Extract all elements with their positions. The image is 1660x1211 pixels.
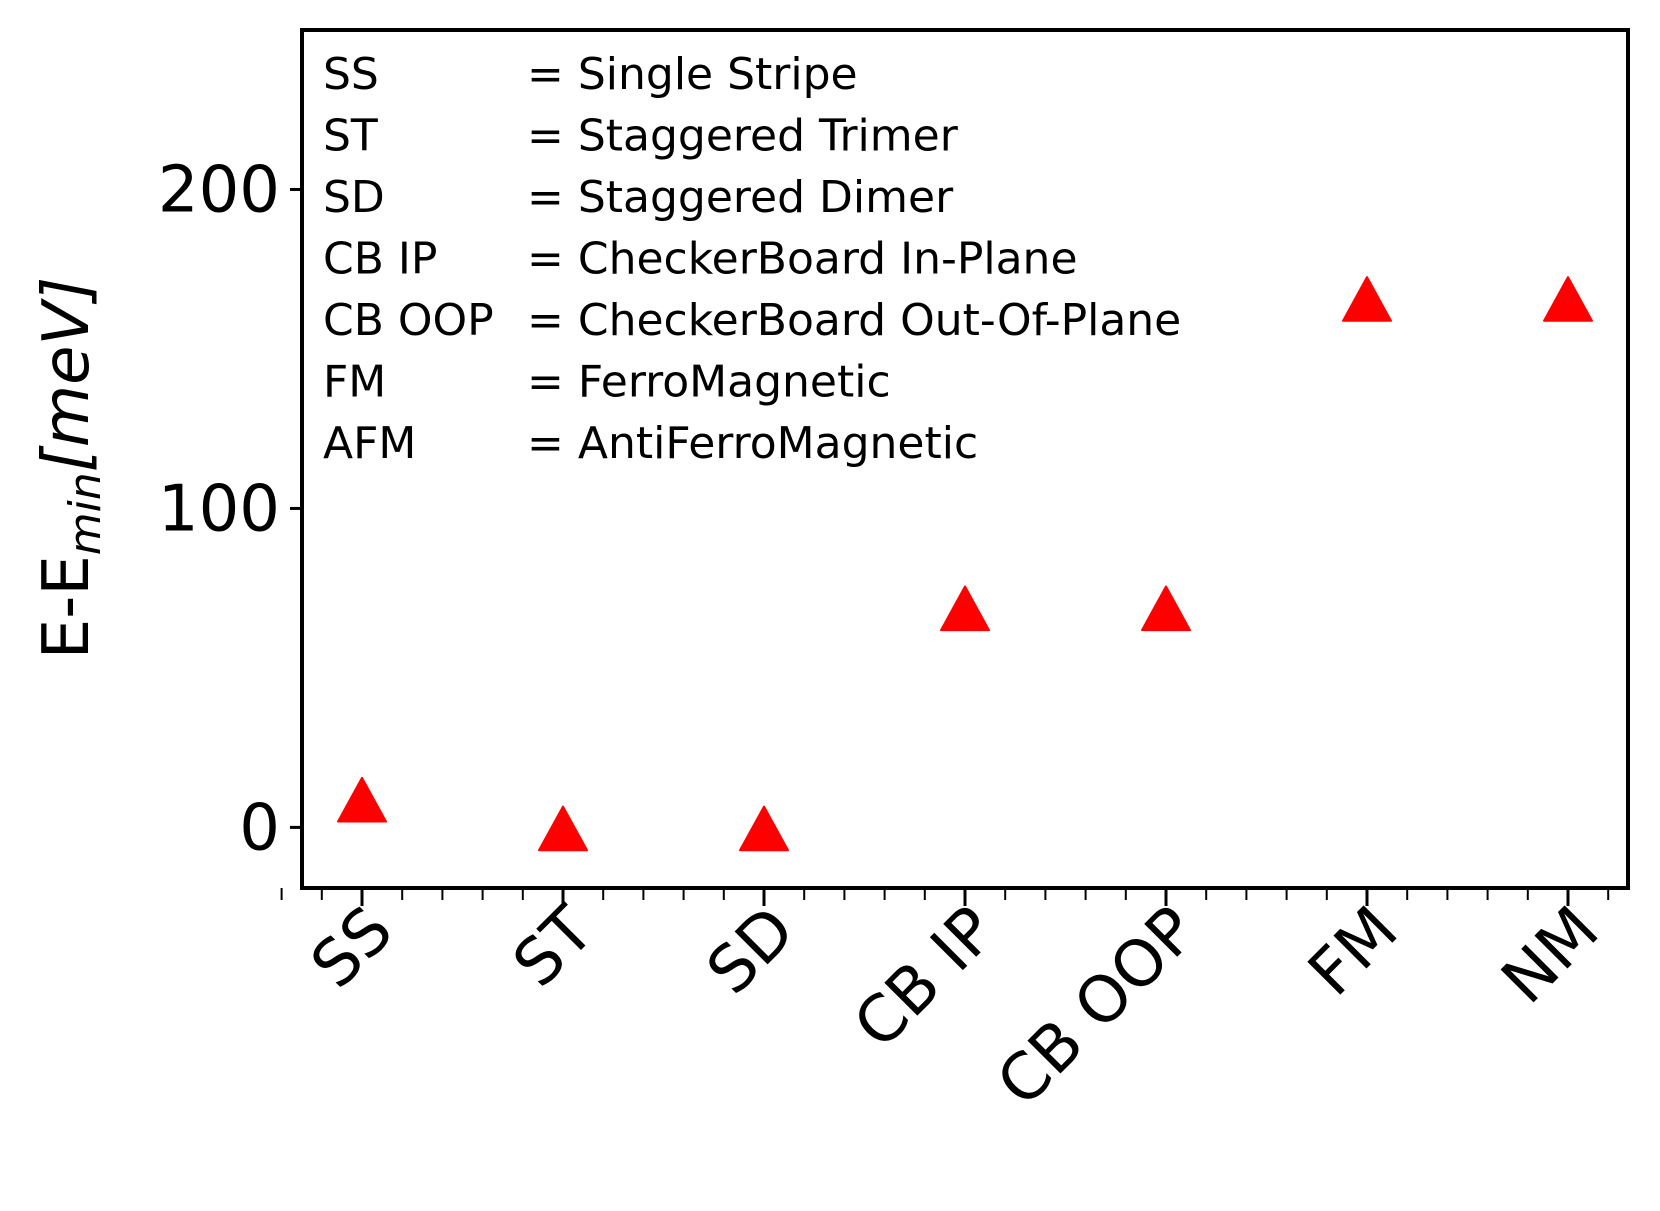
legend-abbr: SS xyxy=(323,49,379,100)
legend: SS = Single Stripe ST = Staggered Trimer SD =… xyxy=(323,49,1181,469)
legend-abbr: AFM xyxy=(323,418,416,469)
x-tick-label: NM xyxy=(1488,893,1613,1018)
legend-abbr: CB IP xyxy=(323,234,437,285)
data-point xyxy=(1342,276,1392,322)
legend-full: = AntiFerroMagnetic xyxy=(527,418,978,469)
legend-abbr: FM xyxy=(323,357,386,408)
legend-abbr: SD xyxy=(323,172,385,223)
plot-frame xyxy=(300,28,1630,890)
y-axis-label: E-Emin[meV] xyxy=(30,277,111,659)
legend-full: = Staggered Trimer xyxy=(527,111,959,162)
y-axis-label-unit: [meV] xyxy=(30,277,104,472)
x-tick-label: CB IP xyxy=(840,893,1010,1063)
data-point xyxy=(337,776,387,823)
legend-full: = CheckerBoard In-Plane xyxy=(527,234,1078,285)
y-axis-label-main: E-E xyxy=(30,555,104,659)
legend-full: = Staggered Dimer xyxy=(527,172,954,223)
x-tick-label: SS xyxy=(298,893,408,1003)
data-point xyxy=(1141,585,1191,632)
data-point xyxy=(538,805,588,852)
data-point xyxy=(940,585,990,632)
legend-abbr: ST xyxy=(323,111,378,162)
y-tick-label: 200 xyxy=(158,153,280,227)
y-axis-label-sub: min xyxy=(60,472,111,555)
x-tick-label: CB OOP xyxy=(983,893,1211,1121)
legend-full: = Single Stripe xyxy=(527,49,858,100)
y-axis: 0 100 200 xyxy=(158,153,302,865)
data-points xyxy=(337,276,1593,852)
legend-full: = FerroMagnetic xyxy=(527,357,891,408)
x-tick-label: SD xyxy=(693,893,809,1009)
data-point xyxy=(739,805,789,852)
x-tick-label: ST xyxy=(500,892,609,1001)
x-tick-label: FM xyxy=(1295,893,1412,1010)
y-tick-label: 100 xyxy=(158,472,280,546)
legend-abbr: CB OOP xyxy=(323,295,494,346)
data-point xyxy=(1543,276,1593,322)
y-tick-label: 0 xyxy=(239,791,280,865)
legend-full: = CheckerBoard Out-Of-Plane xyxy=(527,295,1181,346)
svg-text:E-Emin[meV]: E-Emin[meV] xyxy=(30,277,111,659)
